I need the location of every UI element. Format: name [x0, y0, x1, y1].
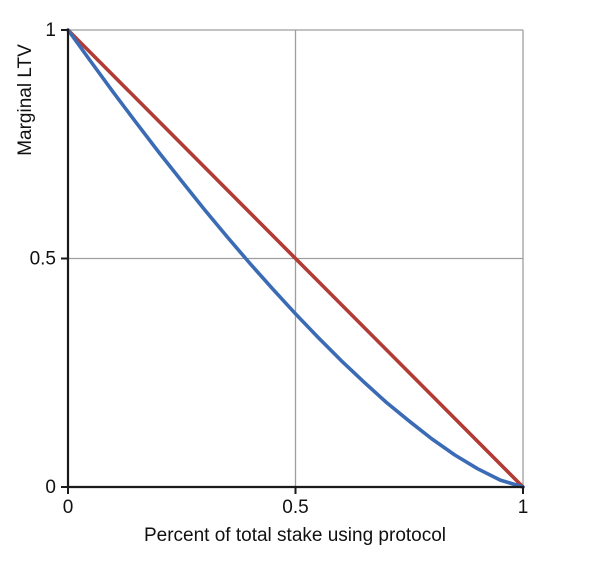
- series-group: [66, 28, 525, 489]
- x-tick-label: 1: [518, 497, 529, 518]
- y-axis-label: Marginal LTV: [15, 44, 36, 156]
- x-tick-label: 0: [63, 497, 74, 518]
- x-tick-label: 0.5: [282, 497, 308, 518]
- series-red-line-linear: [66, 28, 525, 489]
- x-axis-label: Percent of total stake using protocol: [144, 525, 446, 546]
- series-blue-curve-marginal-ltv: [66, 28, 525, 489]
- tick-marks-group: [61, 29, 524, 494]
- y-tick-label: 1: [45, 20, 56, 41]
- tick-labels-group: 0 0.5 1 0 0.5 1: [30, 20, 529, 518]
- y-tick-label: 0: [45, 477, 56, 498]
- y-tick-label: 0.5: [30, 249, 56, 270]
